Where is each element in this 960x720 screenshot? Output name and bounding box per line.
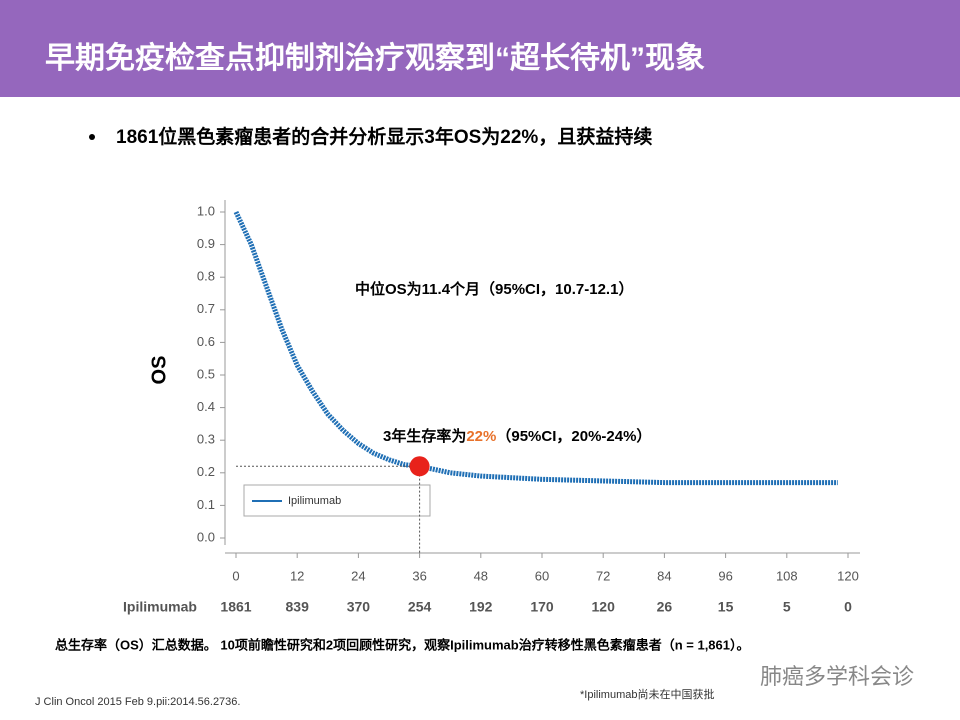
header-band	[0, 0, 960, 97]
at-risk-label: Ipilimumab	[123, 599, 197, 615]
at-risk-value: 0	[844, 599, 852, 615]
annotation-part: 3年生存率为	[383, 427, 466, 445]
x-tick-label: 12	[290, 568, 304, 583]
y-tick-label: 0.1	[197, 497, 215, 512]
at-risk-value: 15	[718, 599, 734, 615]
at-risk-value: 370	[347, 599, 371, 615]
legend-label: Ipilimumab	[288, 495, 341, 507]
guide-line	[236, 465, 421, 553]
y-tick-label: 0.4	[197, 399, 215, 414]
x-tick-label: 108	[776, 568, 798, 583]
footnote: 总生存率（OS）汇总数据。 10项前瞻性研究和2项回顾性研究，观察Ipilimu…	[55, 637, 750, 652]
annotation-highlight: 22%	[466, 428, 496, 445]
bullet-dot	[89, 134, 95, 140]
y-tick-label: 0.3	[197, 432, 215, 447]
watermark: 肺癌多学科会诊	[760, 664, 914, 689]
at-risk-value: 5	[783, 599, 791, 615]
x-tick-label: 60	[535, 568, 549, 583]
annotation-part: （95%CI，20%-24%）	[496, 427, 651, 445]
x-tick-label: 36	[412, 568, 426, 583]
y-tick-label: 0.6	[197, 334, 215, 349]
x-tick-label: 120	[837, 568, 859, 583]
x-tick-label: 72	[596, 568, 610, 583]
at-risk-value: 254	[408, 599, 432, 615]
y-tick-label: 1.0	[197, 203, 215, 218]
annotation: 中位OS为11.4个月（95%CI，10.7-12.1）	[355, 280, 633, 298]
x-tick-label: 84	[657, 568, 671, 583]
survival-line	[233, 210, 838, 486]
y-tick-label: 0.2	[197, 464, 215, 479]
at-risk-value: 120	[592, 599, 616, 615]
slide-title: 早期免疫检查点抑制剂治疗观察到“超长待机”现象	[45, 41, 705, 75]
source: J Clin Oncol 2015 Feb 9.pii:2014.56.2736…	[35, 696, 240, 708]
at-risk-value: 192	[469, 599, 493, 615]
at-risk-value: 170	[530, 599, 554, 615]
at-risk-value: 839	[286, 599, 310, 615]
highlight-point	[409, 456, 430, 477]
bullet-text: 1861位黑色素瘤患者的合并分析显示3年OS为22%，且获益持续	[116, 125, 652, 148]
y-tick-label: 0.8	[197, 269, 215, 284]
y-tick-label: 0.0	[197, 529, 215, 544]
y-tick-label: 0.9	[197, 236, 215, 251]
x-tick-label: 0	[232, 568, 239, 583]
x-tick-label: 96	[718, 568, 732, 583]
approval-note: *Ipilimumab尚未在中国获批	[580, 687, 714, 701]
x-tick-label: 24	[351, 568, 365, 583]
at-risk-value: 26	[657, 599, 673, 615]
at-risk-value: 1861	[220, 599, 251, 615]
y-tick-label: 0.7	[197, 301, 215, 316]
y-axis-label: OS	[148, 356, 170, 385]
annotation: 3年生存率为22%（95%CI，20%-24%）	[383, 427, 651, 445]
x-tick-label: 48	[474, 568, 488, 583]
y-tick-label: 0.5	[197, 366, 215, 381]
